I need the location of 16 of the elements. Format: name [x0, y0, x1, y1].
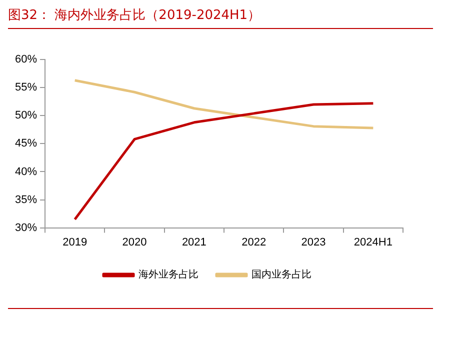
y-tick-label: 40% [14, 166, 38, 178]
x-tick-label: 2022 [242, 236, 266, 248]
legend-label: 海外业务占比 [138, 268, 198, 281]
x-tick-label: 2024H1 [354, 236, 392, 248]
y-tick-label: 60% [14, 54, 38, 66]
x-tick-label: 2019 [62, 236, 88, 248]
x-tick-label: 2023 [301, 236, 326, 248]
y-tick-label: 35% [14, 194, 38, 206]
x-tick-label: 2021 [182, 236, 206, 248]
legend-label: 国内业务占比 [252, 268, 312, 281]
y-tick-label: 50% [14, 110, 38, 122]
x-tick-label: 2020 [122, 236, 147, 248]
y-tick-label: 45% [14, 138, 38, 150]
y-tick-label: 30% [14, 222, 38, 234]
chart-title: 图32： 海内外业务占比（2019-2024H1） [8, 6, 433, 29]
y-tick-label: 55% [14, 82, 38, 94]
